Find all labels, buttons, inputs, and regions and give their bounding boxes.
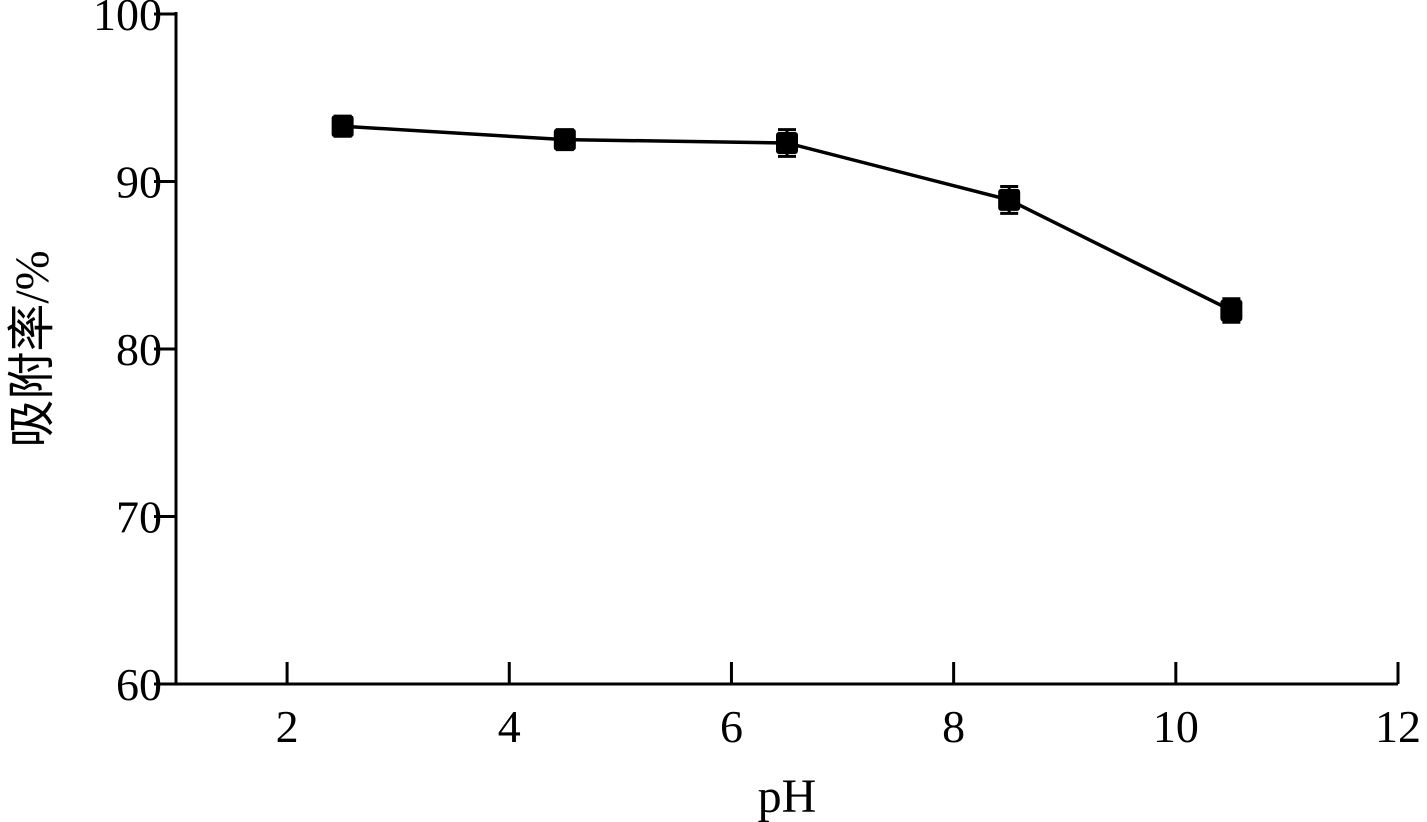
data-point <box>331 115 354 138</box>
x-tick-label: 8 <box>942 701 965 752</box>
series-layer <box>331 114 1243 324</box>
data-point <box>998 188 1021 211</box>
y-axis-ticks: 60 70 80 90 100 <box>93 0 176 710</box>
data-point <box>776 131 798 154</box>
x-tick-label: 2 <box>276 701 299 752</box>
y-tick-label: 60 <box>116 659 162 710</box>
data-point <box>553 128 576 151</box>
y-tick-label: 100 <box>93 0 162 40</box>
y-tick-label: 80 <box>116 324 162 375</box>
x-tick-label: 12 <box>1375 701 1421 752</box>
x-tick-label: 6 <box>720 701 743 752</box>
x-tick-label: 10 <box>1153 701 1199 752</box>
x-axis-title: pH <box>758 770 817 822</box>
y-tick-label: 70 <box>116 492 162 543</box>
x-axis-ticks: 2 4 6 8 10 12 <box>276 662 1421 752</box>
y-tick-label: 90 <box>116 157 162 208</box>
data-point <box>1220 299 1243 322</box>
y-axis-title: 吸附率/% <box>6 250 59 447</box>
x-tick-label: 4 <box>498 701 521 752</box>
axes <box>174 12 1398 686</box>
